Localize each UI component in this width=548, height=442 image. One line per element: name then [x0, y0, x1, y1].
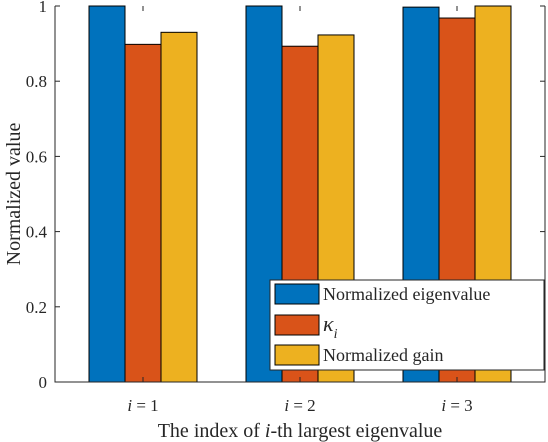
bar-2-1	[124, 43, 162, 383]
y-ticks-group: 0 0.2 0.4 0.6 0.8 1	[26, 0, 545, 392]
legend-label-2: κi	[323, 311, 338, 342]
y-tick-label: 1	[39, 0, 48, 16]
legend: Normalized eigenvalue κi Normalized gain	[269, 279, 545, 371]
x-axis-label-var: i	[265, 420, 271, 442]
y-tick-label: 0.8	[26, 72, 47, 91]
y-tick-label: 0.4	[26, 223, 48, 242]
x-tick-label: i = 1	[127, 396, 158, 415]
x-axis-label: The index of i-th largest eigenvalue	[158, 420, 443, 442]
bar-3-1	[160, 31, 198, 383]
legend-swatch-1	[274, 283, 320, 305]
y-tick-label: 0	[39, 373, 48, 392]
bar-1-1	[88, 5, 126, 383]
y-tick-label: 0.6	[26, 147, 47, 166]
legend-label-1: Normalized eigenvalue	[323, 284, 490, 304]
x-tick-label: i = 2	[284, 396, 315, 415]
x-axis-label-post: -th largest eigenvalue	[270, 420, 442, 442]
legend-swatch-3	[274, 344, 320, 366]
x-ticks-group: i = 1 i = 2 i = 3	[127, 6, 473, 415]
x-tick-label: i = 3	[441, 396, 472, 415]
y-tick-label: 0.2	[26, 298, 47, 317]
legend-swatch-2	[274, 314, 320, 336]
y-axis-label: Normalized value	[3, 123, 25, 266]
x-axis-label-pre: The index of	[158, 420, 265, 442]
legend-label-3: Normalized gain	[323, 345, 443, 365]
